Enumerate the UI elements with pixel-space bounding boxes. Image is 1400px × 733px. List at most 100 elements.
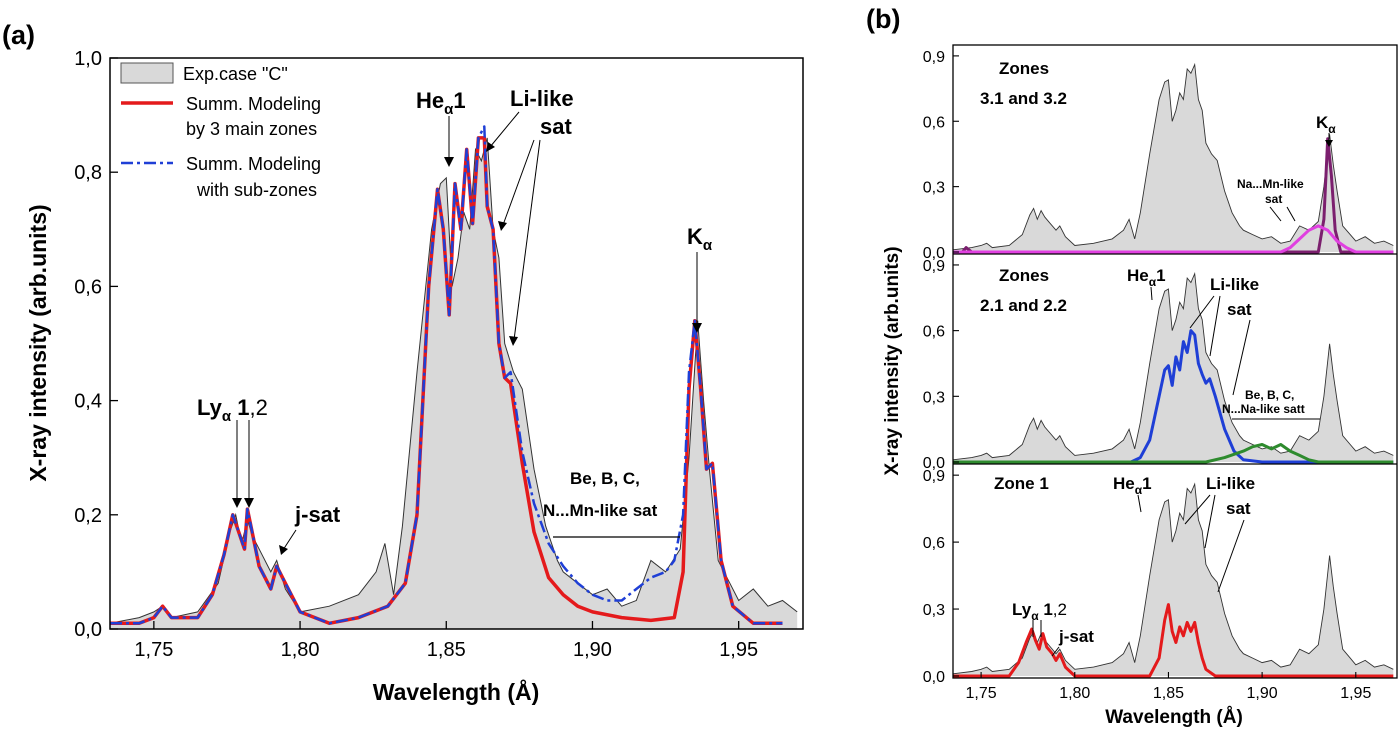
legend-label-sub-zones: Summ. Modeling (186, 154, 321, 174)
arrow-b2-li-2 (1209, 295, 1221, 357)
y-tick-label: 0,0 (923, 669, 945, 686)
y-tick-label: 0,6 (74, 276, 102, 298)
y-tick-label: 0,3 (923, 602, 945, 619)
panel-b-label: (b) (866, 4, 900, 34)
series-sub-zones-line (110, 125, 783, 625)
arrow-b2-li-1 (1189, 295, 1215, 329)
arrow-b-na-1 (1269, 206, 1282, 222)
chart-b-ylabel: X-ray intensity (arb.units) (882, 246, 903, 475)
x-tick-label: 1,95 (719, 639, 758, 661)
arrow-b3-jsat (1051, 646, 1060, 657)
x-tick-label: 1,75 (966, 685, 997, 702)
subplot-2-series-2 (953, 443, 1394, 464)
annotation-b2-li-1: Li-like (1210, 275, 1259, 294)
y-tick-label: 0,6 (923, 535, 945, 552)
annotation-b3-he-alpha: Heα1 (1113, 474, 1152, 497)
x-tick-label: 1,95 (1340, 685, 1371, 702)
y-tick-label: 0,3 (923, 180, 945, 197)
arrow-b2-he (1150, 286, 1153, 301)
arrow-b3-he (1137, 494, 1142, 513)
legend-label-sub-zones-2: with sub-zones (196, 180, 317, 200)
arrow-b-na-2 (1286, 206, 1296, 222)
arrowhead-ka (692, 323, 702, 333)
annotation-li-like: Li-like (510, 86, 574, 111)
chart-a: 1,75 1,80 1,85 1,90 1,95 0,0 0,2 0,4 0,6 0,8 1,0 W… (25, 48, 804, 705)
subplot-1-title-2: 3.1 and 3.2 (980, 89, 1067, 108)
y-tick-label: 0,9 (923, 49, 945, 66)
annotation-b2-be-1: Be, B, C, (1245, 388, 1294, 402)
arrow-li-3 (513, 139, 541, 341)
y-tick-label: 0,6 (923, 114, 945, 131)
arrowhead-li-2 (498, 221, 507, 231)
subplot-2-title-1: Zones (999, 266, 1049, 285)
y-tick-label: 0,0 (74, 619, 102, 641)
legend-label-main-zones-2: by 3 main zones (186, 119, 317, 139)
arrow-b3-li-2 (1204, 494, 1216, 549)
legend-swatch-exp (120, 62, 174, 84)
subplot-2-exp-outline (952, 271, 1394, 461)
x-tick-label: 1,75 (134, 639, 173, 661)
chart-b-frame (952, 44, 1398, 679)
y-tick-label: 0,9 (923, 258, 945, 275)
subplot-1-series-2 (953, 224, 1394, 254)
annotation-b2-li-2: sat (1227, 300, 1252, 319)
panel-a-label: (a) (2, 20, 35, 50)
subplot-2-series-1 (953, 329, 1394, 464)
arrowhead-ly2 (244, 498, 254, 508)
chart-a-legend: Exp.case "C" Summ. Modeling by 3 main zo… (120, 62, 321, 200)
chart-b-ticks: 0,00,30,60,90,00,30,60,90,00,30,60,91,75… (923, 49, 1372, 702)
series-exp-area (110, 137, 798, 629)
arrowhead-li-1 (486, 142, 495, 152)
chart-b: 0,00,30,60,90,00,30,60,90,00,30,60,91,75… (882, 44, 1398, 728)
x-tick-label: 1,90 (573, 639, 612, 661)
y-tick-label: 0,3 (923, 389, 945, 406)
annotation-b3-li-1: Li-like (1206, 474, 1255, 493)
annotation-b3-ly-alpha: Lyα 1,2 (1012, 600, 1067, 623)
y-tick-label: 0,6 (923, 324, 945, 341)
y-tick-label: 0,9 (923, 468, 945, 485)
annotation-b-k-alpha: Kα (1316, 113, 1336, 136)
annotation-j-sat: j-sat (294, 502, 341, 527)
chart-a-xlabel: Wavelength (Å) (373, 678, 540, 705)
subplot-1-exp-area (953, 64, 1394, 252)
y-tick-label: 0,2 (74, 505, 102, 527)
arrow-b3-li-3 (1217, 519, 1245, 593)
x-tick-label: 1,90 (1247, 685, 1278, 702)
x-tick-label: 1,85 (1153, 685, 1184, 702)
subplot-3-exp-area (953, 484, 1394, 676)
arrowhead-li-3 (509, 336, 518, 346)
arrowhead-b-ka (1325, 140, 1333, 147)
y-tick-label: 0,8 (74, 162, 102, 184)
annotation-b-na-2: sat (1265, 192, 1282, 206)
chart-a-frame (109, 57, 804, 630)
chart-a-plot-area (109, 125, 798, 629)
annotation-k-alpha: Kα (687, 224, 713, 254)
chart-a-annotations: Lyα 1,2 j-sat Heα1 Li-like sat Be, B, C,… (197, 86, 713, 555)
legend-label-main-zones: Summ. Modeling (186, 94, 321, 114)
arrow-li-1 (489, 111, 520, 148)
annotation-b3-li-2: sat (1226, 499, 1251, 518)
annotation-be-1: Be, B, C, (570, 469, 640, 488)
annotation-he-alpha: Heα1 (416, 88, 466, 118)
legend-label-exp: Exp.case "C" (183, 64, 288, 84)
chart-a-ylabel: X-ray intensity (arb.units) (25, 204, 51, 481)
arrow-b3-li-1 (1184, 494, 1211, 525)
annotation-b2-be-2: N...Na-like satt (1222, 402, 1305, 416)
arrowhead-jsat (279, 545, 288, 555)
x-tick-label: 1,80 (281, 639, 320, 661)
arrowhead-he (444, 157, 454, 167)
arrow-li-2 (502, 139, 535, 226)
chart-b-xlabel: Wavelength (Å) (1105, 707, 1243, 728)
chart-a-ticks: 1,75 1,80 1,85 1,90 1,95 0,0 0,2 0,4 0,6 0,8 1,0 (74, 48, 758, 661)
annotation-ly-alpha: Lyα 1,2 (197, 395, 268, 425)
subplot-1-exp-outline (952, 62, 1394, 251)
annotation-be-2: N...Mn-like sat (543, 501, 658, 520)
x-tick-label: 1,80 (1059, 685, 1090, 702)
subplot-1-series-1 (953, 137, 1394, 254)
annotation-li-sat: sat (540, 114, 572, 139)
x-tick-label: 1,85 (427, 639, 466, 661)
subplot-3-title-1: Zone 1 (994, 474, 1049, 493)
arrow-jsat (282, 529, 297, 551)
subplot-2-title-2: 2.1 and 2.2 (980, 296, 1067, 315)
